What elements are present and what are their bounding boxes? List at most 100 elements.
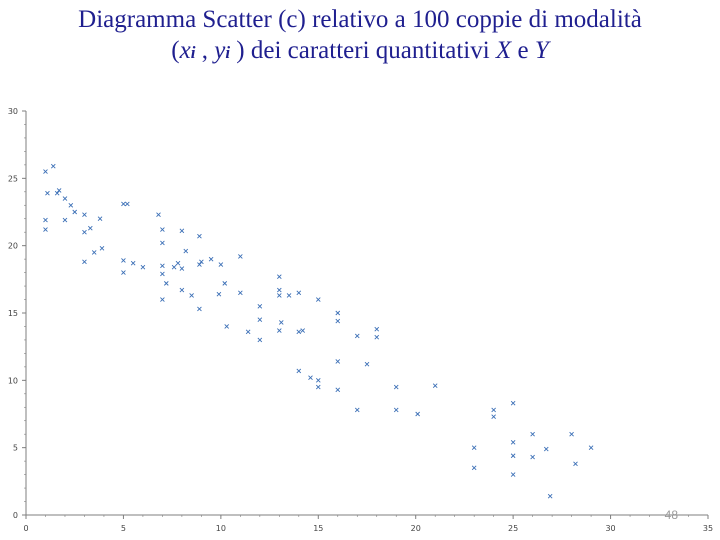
data-point: [510, 472, 516, 477]
y-tick-label: 15: [8, 309, 18, 318]
data-point: [179, 266, 185, 271]
data-point: [125, 201, 130, 207]
data-point: [179, 228, 185, 234]
data-point: [335, 387, 341, 393]
title-var-x: x: [179, 37, 191, 64]
data-point: [72, 209, 78, 215]
data-point: [569, 431, 574, 437]
data-point: [278, 320, 284, 325]
title-var-y: y: [214, 37, 226, 64]
title-paren-close: ): [230, 37, 245, 64]
data-point: [238, 254, 243, 259]
title-sub-i1: i: [190, 43, 196, 62]
title-char-X: X: [495, 37, 512, 64]
data-point: [199, 259, 204, 265]
data-point: [257, 317, 263, 323]
chart-points: [43, 163, 594, 499]
data-point: [171, 264, 177, 270]
data-point: [216, 291, 222, 297]
data-point: [276, 287, 282, 293]
data-point: [121, 270, 126, 275]
data-point: [82, 259, 87, 265]
data-point: [160, 263, 165, 269]
data-point: [510, 439, 516, 445]
data-point: [82, 212, 87, 218]
data-point: [140, 264, 146, 270]
data-point: [276, 328, 282, 333]
data-point: [121, 258, 126, 263]
data-point: [296, 290, 302, 296]
data-point: [588, 445, 594, 450]
data-point: [197, 233, 202, 239]
slide-title: Diagramma Scatter (c) relativo a 100 cop…: [0, 4, 720, 68]
page-number: 48: [664, 508, 678, 522]
data-point: [179, 287, 185, 293]
data-point: [432, 383, 438, 389]
y-tick-label: 10: [8, 376, 18, 385]
data-point: [300, 328, 306, 333]
x-tick-label: 10: [216, 524, 226, 533]
y-tick-label: 20: [8, 242, 18, 251]
data-point: [276, 293, 282, 298]
data-point: [175, 260, 181, 266]
x-tick-label: 5: [121, 524, 126, 533]
data-point: [54, 190, 60, 196]
data-point: [364, 361, 370, 367]
data-point: [99, 246, 105, 251]
data-point: [393, 407, 399, 413]
data-point: [286, 293, 292, 298]
data-point: [335, 310, 341, 316]
data-point: [87, 225, 93, 231]
title-char-Y: Y: [534, 37, 549, 64]
data-point: [160, 240, 165, 246]
data-point: [245, 329, 251, 335]
title-line-1: Diagramma Scatter (c) relativo a 100 cop…: [78, 6, 642, 33]
data-point: [491, 414, 496, 420]
data-point: [374, 334, 380, 340]
data-point: [471, 445, 477, 450]
data-point: [257, 337, 263, 343]
data-point: [547, 493, 553, 499]
data-point: [62, 217, 68, 223]
data-point: [160, 271, 165, 277]
data-point: [97, 216, 103, 222]
data-point: [393, 384, 399, 390]
data-point: [62, 196, 68, 201]
data-point: [491, 407, 496, 413]
data-point: [218, 262, 224, 267]
data-point: [43, 217, 48, 223]
data-point: [156, 212, 161, 218]
data-point: [56, 188, 62, 193]
data-point: [276, 274, 282, 279]
data-point: [160, 227, 165, 232]
data-point: [354, 333, 360, 339]
data-point: [530, 431, 535, 437]
x-tick-label: 25: [508, 524, 518, 533]
chart-axes: [25, 111, 708, 516]
data-point: [335, 359, 341, 364]
data-point: [510, 400, 516, 406]
data-point: [160, 297, 165, 302]
data-point: [68, 202, 74, 208]
data-point: [183, 248, 189, 254]
x-tick-label: 35: [703, 524, 713, 533]
title-separator: ,: [195, 37, 215, 64]
data-point: [335, 318, 341, 324]
data-point: [189, 293, 194, 298]
data-point: [50, 163, 56, 169]
data-point: [163, 281, 169, 286]
data-point: [354, 407, 360, 413]
data-point: [91, 250, 97, 255]
title-rest: dei caratteri quantitativi: [244, 37, 496, 64]
title-sub-i2: i: [225, 43, 231, 62]
y-tick-label: 30: [8, 107, 18, 116]
data-point: [257, 303, 263, 309]
data-point: [315, 297, 321, 302]
data-point: [197, 306, 202, 312]
x-tick-label: 20: [411, 524, 421, 533]
data-point: [208, 256, 214, 262]
data-point: [197, 262, 202, 267]
data-point: [308, 375, 313, 380]
data-point: [82, 229, 87, 235]
